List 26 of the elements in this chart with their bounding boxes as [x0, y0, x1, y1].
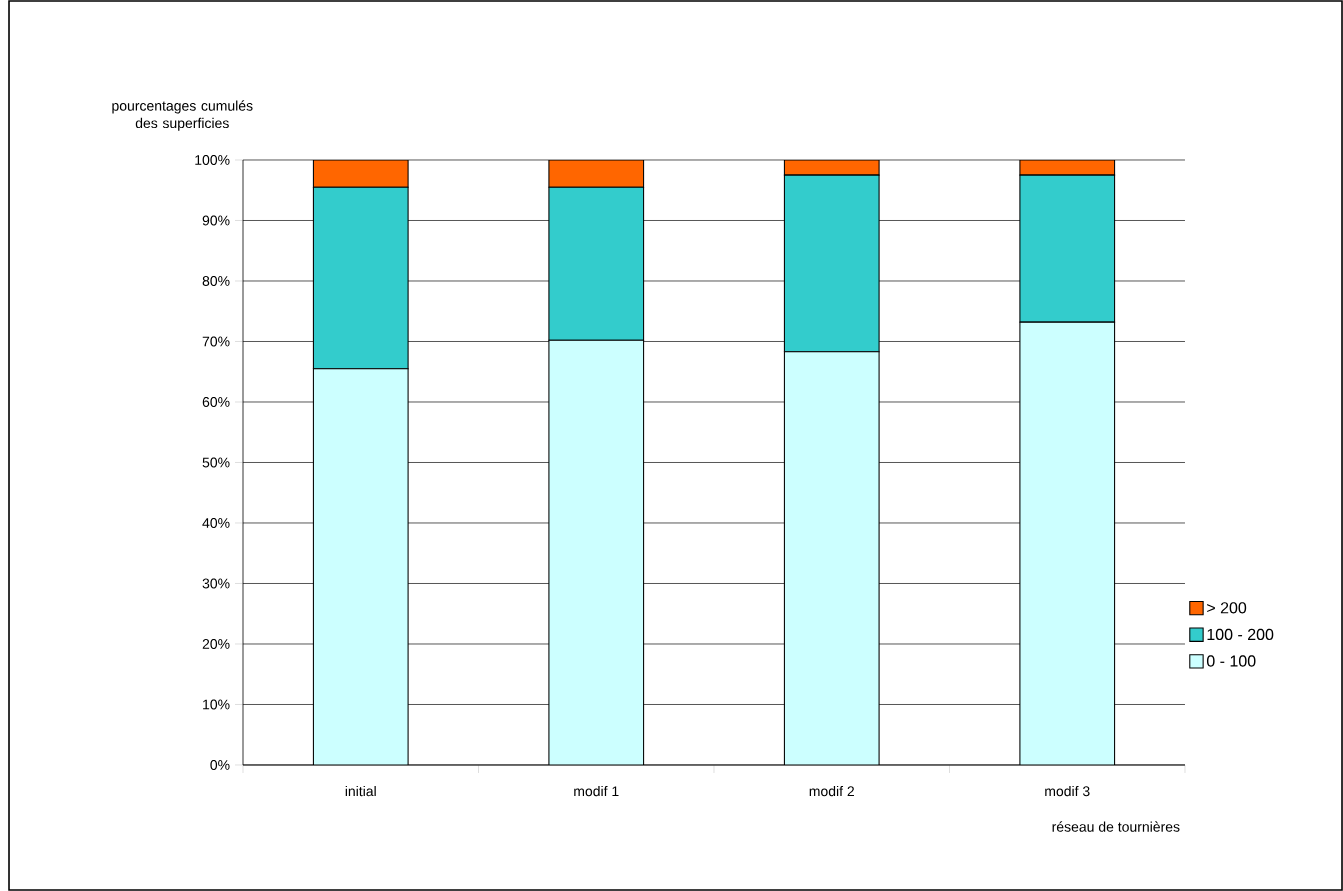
x-tick-label: modif 1 [574, 785, 619, 797]
x-tick-label: initial [345, 785, 376, 797]
y-axis-title: pourcentages cumulés des superficies [112, 100, 253, 131]
y-tick-label: 10% [203, 699, 230, 710]
y-tick-label: 20% [202, 639, 230, 649]
y-tick-label: 40% [202, 518, 230, 528]
legend-label: 100 - 200 [1207, 628, 1274, 641]
bar [784, 351, 880, 765]
bar [548, 159, 645, 188]
y-tick-label: 0% [210, 760, 230, 770]
bar [548, 340, 644, 765]
legend-label: > 200 [1207, 602, 1247, 614]
y-tick-label: 70% [202, 336, 230, 347]
x-axis-title: réseau de tournières [1052, 821, 1180, 832]
x-tick-label: modif 3 [1045, 785, 1090, 797]
y-tick-label: 60% [202, 397, 230, 407]
bar [313, 368, 409, 765]
y-tick-label: 80% [202, 276, 230, 286]
bar [312, 159, 409, 188]
y-tick-label: 100% [195, 155, 230, 165]
y-tick-label: 30% [202, 578, 230, 589]
y-tick-label: 90% [202, 215, 230, 226]
y-tick-label: 50% [202, 457, 230, 468]
legend-label: 0 - 100 [1206, 655, 1256, 667]
x-tick-label: modif 2 [809, 785, 854, 797]
bar [1019, 321, 1116, 765]
